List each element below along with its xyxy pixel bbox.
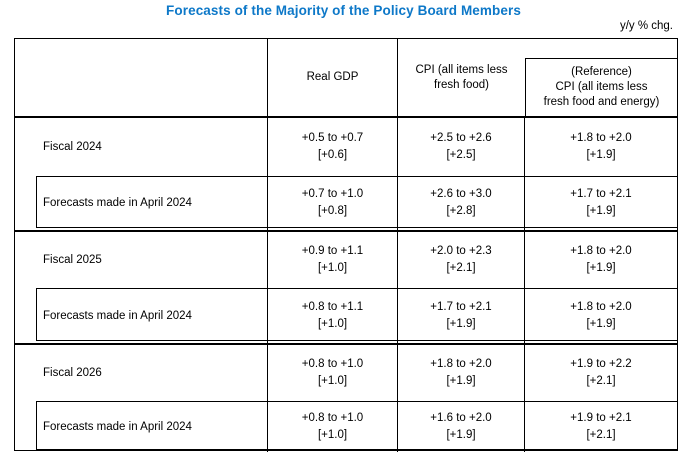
ref-range: +1.8 to +2.0 [570,300,632,313]
gdp-range: +0.8 to +1.1 [301,300,364,313]
gdp-range: +0.5 to +0.7 [301,132,364,144]
cpi-value-cell: +2.0 to +2.3 [+2.1] [398,232,525,288]
fiscal-2025-group: Fiscal 2025 +0.9 to +1.1 [+1.0] +2.0 to … [15,232,677,345]
ref-range: +1.9 to +2.2 [570,358,632,370]
row-label-cell: Fiscal 2024 [15,118,268,176]
cpi-value-cell: +1.6 to +2.0 [+1.9] [398,401,525,452]
gdp-value-cell: +0.8 to +1.1 [+1.0] [268,288,398,343]
ref-value-cell: +1.9 to +2.1 [+2.1] [525,401,677,452]
cpi-range: +1.6 to +2.0 [430,411,492,424]
cpi-value-cell: +1.7 to +2.1 [+1.9] [398,288,525,343]
cpi-median: [+1.9] [446,428,476,441]
ref-median: [+1.9] [586,205,616,217]
header-cpi-line2: fresh food) [434,78,489,91]
ref-range: +1.9 to +2.1 [570,411,632,424]
row-label-cell: Forecasts made in April 2024 [15,401,268,452]
ref-value-cell: +1.8 to +2.0 [+1.9] [525,288,677,343]
header-empty-cell [15,39,268,116]
ref-median: [+2.1] [586,428,616,441]
cpi-range: +2.6 to +3.0 [430,188,492,200]
unit-note: y/y % chg. [619,20,673,32]
page-title: Forecasts of the Majority of the Policy … [166,3,521,18]
fiscal-2026-label: Fiscal 2026 [43,367,102,379]
row-label-cell: Fiscal 2025 [15,232,268,288]
gdp-value-cell: +0.8 to +1.0 [+1.0] [268,401,398,452]
fiscal-2025-label: Fiscal 2025 [43,254,102,266]
ref-median: [+1.9] [586,149,616,161]
ref-range: +1.8 to +2.0 [570,245,632,257]
fiscal-2026-group: Fiscal 2026 +0.8 to +1.0 [+1.0] +1.8 to … [15,345,677,452]
header-real-gdp-cell: Real GDP [268,39,398,116]
fiscal-2025-row: Fiscal 2025 +0.9 to +1.1 [+1.0] +2.0 to … [15,232,677,288]
table-header-row: Real GDP CPI (all items less fresh food)… [15,39,677,118]
fiscal-2024-row: Fiscal 2024 +0.5 to +0.7 [+0.6] +2.5 to … [15,118,677,176]
ref-range: +1.7 to +2.1 [570,188,632,200]
april-forecast-label: Forecasts made in April 2024 [43,197,192,209]
cpi-range: +1.7 to +2.1 [430,300,492,313]
cpi-median: [+1.9] [446,375,476,387]
ref-value-cell: +1.7 to +2.1 [+1.9] [525,176,677,230]
ref-value-cell: +1.9 to +2.2 [+2.1] [525,345,677,401]
cpi-value-cell: +1.8 to +2.0 [+1.9] [398,345,525,401]
row-label-cell: Forecasts made in April 2024 [15,176,268,230]
gdp-value-cell: +0.8 to +1.0 [+1.0] [268,345,398,401]
april-forecast-label: Forecasts made in April 2024 [43,420,192,433]
forecast-table: Real GDP CPI (all items less fresh food)… [14,38,678,452]
cpi-median: [+2.1] [446,262,476,274]
cpi-range: +2.0 to +2.3 [430,245,492,257]
header-reference-cell: (Reference) CPI (all items less fresh fo… [525,39,677,116]
gdp-range: +0.7 to +1.0 [301,188,364,200]
ref-median: [+1.9] [586,262,616,274]
gdp-value-cell: +0.7 to +1.0 [+0.8] [268,176,398,230]
cpi-range: +1.8 to +2.0 [430,358,492,370]
ref-median: [+2.1] [586,375,616,387]
cpi-median: [+1.9] [446,317,476,330]
april-forecast-label: Forecasts made in April 2024 [43,309,192,322]
gdp-median: [+0.6] [317,149,348,161]
header-cpi-cell: CPI (all items less fresh food) [398,39,525,116]
cpi-median: [+2.5] [446,149,476,161]
ref-value-cell: +1.8 to +2.0 [+1.9] [525,118,677,176]
cpi-range: +2.5 to +2.6 [430,132,492,144]
fiscal-2026-row: Fiscal 2026 +0.8 to +1.0 [+1.0] +1.8 to … [15,345,677,401]
gdp-value-cell: +0.9 to +1.1 [+1.0] [268,232,398,288]
header-reference-line3: fresh food and energy) [543,96,660,108]
fiscal-2024-group: Fiscal 2024 +0.5 to +0.7 [+0.6] +2.5 to … [15,118,677,232]
header-reference-box: (Reference) CPI (all items less fresh fo… [525,58,677,116]
gdp-median: [+1.0] [317,262,348,274]
gdp-range: +0.8 to +1.0 [301,358,364,370]
april-2024-forecast-row: Forecasts made in April 2024 +0.8 to +1.… [15,288,677,343]
gdp-median: [+1.0] [317,317,348,330]
cpi-median: [+2.8] [446,205,476,217]
ref-range: +1.8 to +2.0 [570,132,632,144]
header-real-gdp-label: Real GDP [306,71,359,83]
gdp-median: [+0.8] [317,205,348,217]
row-label-cell: Fiscal 2026 [15,345,268,401]
header-reference-line2: CPI (all items less [555,81,648,93]
ref-median: [+1.9] [586,317,616,330]
row-label-cell: Forecasts made in April 2024 [15,288,268,343]
header-reference-line1: (Reference) [571,66,632,78]
fiscal-2024-label: Fiscal 2024 [43,141,102,153]
gdp-value-cell: +0.5 to +0.7 [+0.6] [268,118,398,176]
gdp-median: [+1.0] [317,428,348,441]
april-2024-forecast-row: Forecasts made in April 2024 +0.8 to +1.… [15,401,677,452]
cpi-value-cell: +2.6 to +3.0 [+2.8] [398,176,525,230]
cpi-value-cell: +2.5 to +2.6 [+2.5] [398,118,525,176]
april-2024-forecast-row: Forecasts made in April 2024 +0.7 to +1.… [15,176,677,230]
header-cpi-line1: CPI (all items less [415,63,508,76]
gdp-median: [+1.0] [317,375,348,387]
gdp-range: +0.8 to +1.0 [301,411,364,424]
gdp-range: +0.9 to +1.1 [301,245,364,257]
ref-value-cell: +1.8 to +2.0 [+1.9] [525,232,677,288]
